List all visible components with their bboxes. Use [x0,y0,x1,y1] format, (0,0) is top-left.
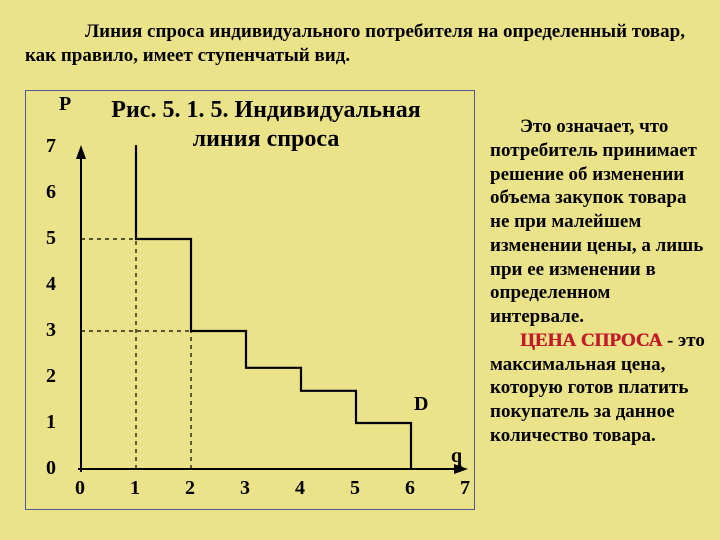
x-tick-label: 0 [75,477,85,500]
y-tick-label: 6 [32,181,56,204]
x-axis-label: q [451,445,462,468]
x-tick-label: 4 [295,477,305,500]
y-tick-label: 0 [32,457,56,480]
y-tick-label: 7 [32,135,56,158]
y-tick-label: 3 [32,319,56,342]
chart-frame: Рис. 5. 1. 5. Индивидуальная линия спрос… [25,90,475,510]
demand-chart [26,91,474,509]
curve-label-d: D [414,393,428,416]
demand-price-term: ЦЕНА СПРОСА [520,330,662,351]
explanation-block: Это означает, что потребитель принима­ет… [490,115,705,448]
x-tick-label: 7 [460,477,470,500]
y-tick-label: 4 [32,273,56,296]
x-tick-label: 2 [185,477,195,500]
x-tick-label: 3 [240,477,250,500]
x-tick-label: 6 [405,477,415,500]
page-heading: Линия спроса индивидуального потребителя… [25,20,695,68]
explanation-paragraph-1: Это означает, что потребитель принима­ет… [490,115,705,329]
explanation-paragraph-2: ЦЕНА СПРОСА - это максимальная це­на, ко… [490,329,705,448]
x-tick-label: 5 [350,477,360,500]
y-axis-label: P [59,93,71,116]
y-tick-label: 5 [32,227,56,250]
x-tick-label: 1 [130,477,140,500]
y-tick-label: 1 [32,411,56,434]
y-tick-label: 2 [32,365,56,388]
